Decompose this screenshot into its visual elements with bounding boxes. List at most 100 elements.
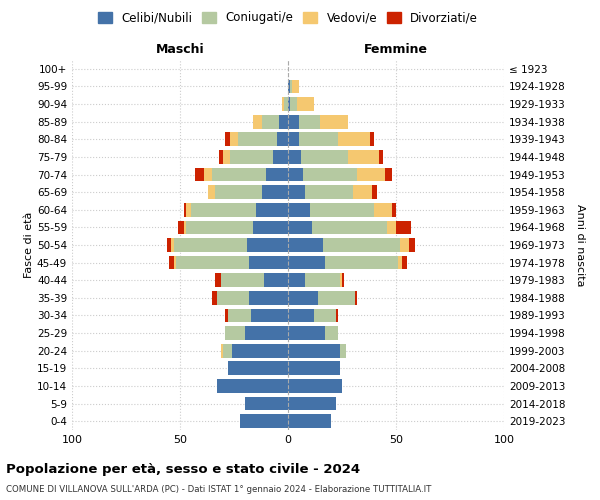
Bar: [232, 344, 288, 358]
Text: Maschi: Maschi: [155, 44, 205, 57]
Bar: [208, 186, 215, 199]
Bar: [262, 186, 288, 199]
Bar: [253, 115, 262, 128]
Bar: [238, 132, 277, 146]
Bar: [374, 203, 392, 216]
Bar: [195, 168, 204, 181]
Bar: [288, 344, 340, 358]
Bar: [173, 256, 176, 270]
Y-axis label: Anni di nascita: Anni di nascita: [575, 204, 585, 286]
Bar: [288, 115, 299, 128]
Bar: [296, 97, 314, 111]
Bar: [241, 414, 288, 428]
Bar: [204, 168, 212, 181]
Bar: [342, 274, 344, 287]
Bar: [280, 115, 288, 128]
Bar: [349, 150, 379, 164]
Bar: [288, 362, 340, 375]
Bar: [388, 220, 396, 234]
Bar: [262, 115, 280, 128]
Bar: [305, 186, 353, 199]
Bar: [303, 168, 357, 181]
Bar: [169, 256, 173, 270]
Bar: [288, 132, 299, 146]
Bar: [223, 150, 230, 164]
Bar: [178, 220, 184, 234]
Bar: [310, 203, 374, 216]
Bar: [184, 220, 187, 234]
Bar: [392, 203, 396, 216]
Bar: [251, 308, 288, 322]
Bar: [217, 291, 249, 304]
Bar: [288, 326, 325, 340]
Bar: [247, 238, 288, 252]
Bar: [249, 291, 288, 304]
Text: Popolazione per età, sesso e stato civile - 2024: Popolazione per età, sesso e stato civil…: [6, 462, 360, 475]
Bar: [288, 308, 314, 322]
Bar: [409, 238, 415, 252]
Bar: [340, 344, 346, 358]
Bar: [370, 132, 374, 146]
Bar: [288, 203, 310, 216]
Bar: [172, 238, 173, 252]
Bar: [288, 291, 318, 304]
Bar: [288, 396, 335, 410]
Bar: [379, 150, 383, 164]
Bar: [288, 150, 301, 164]
Bar: [215, 274, 221, 287]
Bar: [212, 168, 266, 181]
Bar: [264, 274, 288, 287]
Bar: [288, 238, 323, 252]
Bar: [325, 326, 338, 340]
Bar: [288, 274, 305, 287]
Bar: [215, 186, 262, 199]
Bar: [284, 97, 288, 111]
Bar: [227, 308, 251, 322]
Bar: [288, 414, 331, 428]
Bar: [340, 274, 342, 287]
Bar: [305, 274, 340, 287]
Bar: [353, 186, 372, 199]
Bar: [288, 186, 305, 199]
Bar: [245, 326, 288, 340]
Bar: [219, 150, 223, 164]
Bar: [212, 291, 217, 304]
Legend: Celibi/Nubili, Coniugati/e, Vedovi/e, Divorziati/e: Celibi/Nubili, Coniugati/e, Vedovi/e, Di…: [93, 6, 483, 29]
Bar: [314, 308, 335, 322]
Bar: [396, 220, 411, 234]
Bar: [176, 256, 249, 270]
Bar: [187, 220, 253, 234]
Text: COMUNE DI VILLANOVA SULL'ARDA (PC) - Dati ISTAT 1° gennaio 2024 - Elaborazione T: COMUNE DI VILLANOVA SULL'ARDA (PC) - Dat…: [6, 485, 431, 494]
Bar: [173, 238, 247, 252]
Bar: [323, 238, 400, 252]
Bar: [288, 168, 303, 181]
Bar: [325, 256, 398, 270]
Bar: [256, 203, 288, 216]
Bar: [292, 80, 299, 94]
Bar: [403, 256, 407, 270]
Bar: [191, 203, 256, 216]
Bar: [245, 396, 288, 410]
Bar: [223, 344, 232, 358]
Bar: [273, 150, 288, 164]
Bar: [253, 220, 288, 234]
Bar: [357, 168, 385, 181]
Bar: [318, 291, 355, 304]
Y-axis label: Fasce di età: Fasce di età: [24, 212, 34, 278]
Bar: [320, 115, 349, 128]
Bar: [288, 220, 312, 234]
Bar: [221, 344, 223, 358]
Bar: [301, 150, 349, 164]
Bar: [355, 291, 357, 304]
Bar: [217, 379, 288, 393]
Bar: [167, 238, 172, 252]
Bar: [277, 132, 288, 146]
Bar: [400, 238, 409, 252]
Bar: [338, 132, 370, 146]
Bar: [184, 203, 187, 216]
Bar: [230, 150, 273, 164]
Bar: [281, 97, 284, 111]
Bar: [288, 379, 342, 393]
Bar: [230, 132, 238, 146]
Bar: [221, 274, 264, 287]
